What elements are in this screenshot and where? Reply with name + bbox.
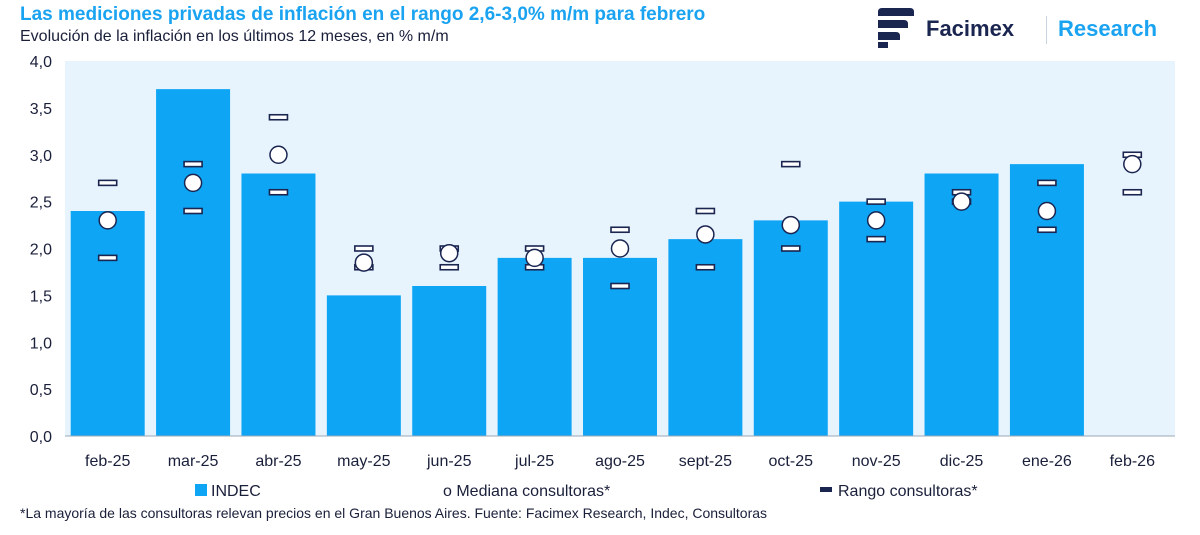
brand-name: Facimex [926,16,1015,41]
y-tick-label: 3,0 [30,148,52,165]
range-max-marker [268,113,289,121]
brand-logo: Facimex Research [870,4,1190,48]
range-max-marker [695,207,716,215]
bar-indec [412,286,487,436]
median-marker [866,211,886,230]
brand-sub: Research [1058,16,1158,41]
x-tick-label: feb-26 [1110,453,1155,470]
y-axis: 0,0 0,5 1,0 1,5 2,0 2,5 3,0 3,5 4,0 [30,54,52,446]
median-marker [1123,154,1142,174]
bar-indec [753,220,828,436]
range-min-marker [439,263,460,271]
x-tick-label: may-25 [337,453,390,470]
y-tick-label: 4,0 [30,54,52,71]
range-max-marker [866,198,886,205]
y-tick-label: 0,5 [30,382,52,399]
x-tick-label: jun-25 [426,453,472,470]
bars-group [70,89,1084,436]
median-marker [1037,201,1057,221]
bar-indec [668,239,743,436]
x-tick-label: feb-25 [85,453,130,470]
range-max-marker [610,226,630,234]
median-marker [439,243,459,263]
brand-divider [1046,16,1047,44]
y-tick-label: 1,5 [30,288,52,305]
facimex-logo-icon [878,8,914,48]
range-min-marker [780,245,801,252]
chart-subtitle: Evolución de la inflación en los últimos… [20,28,449,45]
median-marker [525,248,544,268]
x-tick-label: sept-25 [679,453,732,470]
legend-rango-label: Rango consultoras* [838,483,978,500]
range-min-marker [268,188,289,196]
median-marker [354,253,374,272]
median-marker [952,192,971,211]
range-min-marker [1037,226,1057,234]
median-marker [610,239,630,258]
range-min-marker [695,263,716,271]
range-min-marker [610,282,630,290]
x-tick-label: ene-26 [1022,453,1072,470]
median-marker [781,215,801,235]
median-marker [183,173,203,193]
median-marker [98,211,117,230]
legend: INDEC o Mediana consultoras* Rango consu… [195,483,978,500]
median-group [98,145,1142,272]
legend-indec-swatch [195,484,207,496]
bar-indec [70,211,145,436]
legend-rango-swatch [820,487,832,492]
y-tick-label: 2,5 [30,195,52,212]
x-axis: feb-25 mar-25 abr-25 may-25 jun-25 jul-25 ago-… [85,453,1155,470]
range-min-marker [1122,188,1143,196]
median-marker [269,145,288,164]
bar-indec [924,173,999,436]
y-tick-label: 2,0 [30,242,52,259]
range-max-marker [97,179,118,187]
range-max-marker [780,160,801,168]
range-max-marker [183,160,203,168]
x-tick-label: ago-25 [595,453,645,470]
range-min-marker [97,254,118,262]
range-min-marker [183,207,203,215]
median-marker [696,225,715,244]
chart-title: Las mediciones privadas de inflación en … [20,4,706,25]
x-tick-label: oct-25 [769,453,814,470]
y-tick-label: 3,5 [30,101,52,118]
bar-indec [326,295,401,436]
y-tick-label: 0,0 [30,429,52,446]
x-tick-label: nov-25 [852,453,901,470]
bar-indec [241,173,316,436]
bar-indec [156,89,231,436]
bar-indec [497,257,572,436]
x-tick-label: jul-25 [514,453,554,470]
x-tick-label: dic-25 [940,453,984,470]
x-tick-label: mar-25 [168,453,219,470]
legend-indec-label: INDEC [211,483,261,500]
y-tick-label: 1,0 [30,335,52,352]
range-min-marker [866,235,886,243]
legend-mediana-label: o Mediana consultoras* [443,483,610,500]
range-max-marker [1037,179,1057,187]
range-max-marker [354,245,374,252]
footnote: *La mayoría de las consultoras relevan p… [20,505,768,521]
x-tick-label: abr-25 [255,453,301,470]
